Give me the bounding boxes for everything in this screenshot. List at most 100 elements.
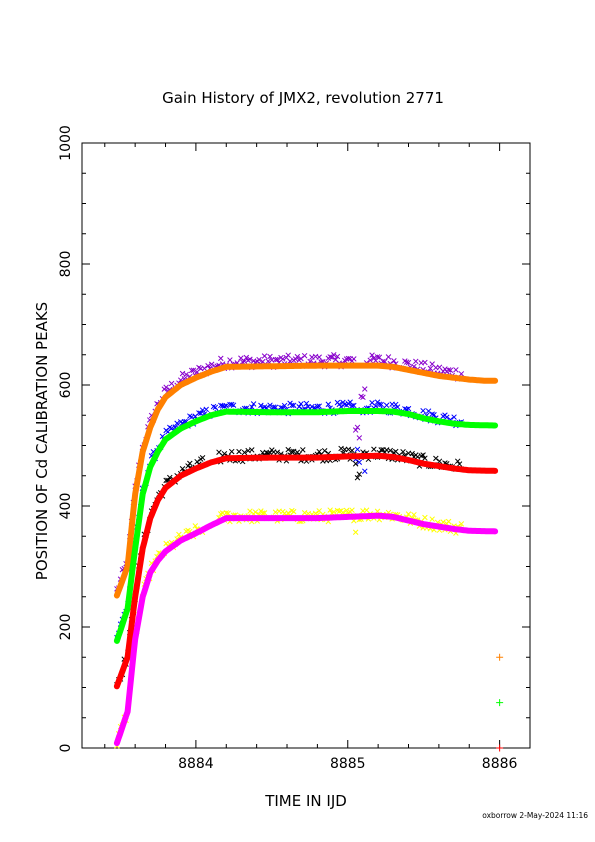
data-point [422, 359, 428, 366]
data-point [303, 400, 310, 407]
data-point [349, 507, 355, 513]
data-point [351, 402, 357, 409]
data-point [405, 405, 412, 412]
data-point [314, 403, 321, 410]
data-point [285, 352, 291, 358]
fitted-curve [113, 512, 499, 747]
data-point [371, 446, 377, 453]
x-tick-label: 8886 [482, 756, 518, 772]
data-point [440, 519, 446, 525]
outlier-point [496, 653, 504, 661]
y-tick-label: 200 [58, 614, 74, 641]
data-point [259, 510, 266, 516]
fitted-curve [113, 408, 499, 644]
data-point [385, 354, 392, 360]
data-point [352, 427, 359, 433]
data-point [225, 510, 231, 517]
data-point [199, 455, 206, 461]
data-point [205, 362, 211, 369]
data-point [436, 458, 443, 464]
data-point [378, 447, 384, 453]
data-point [272, 356, 279, 363]
data-point [345, 446, 352, 453]
axis-ticks [82, 142, 530, 749]
outlier-point [496, 744, 504, 752]
y-tick-label: 400 [58, 493, 74, 520]
data-point [163, 384, 169, 391]
data-point [445, 518, 452, 525]
fitted-curve [113, 362, 499, 599]
y-tick-label: 0 [58, 744, 74, 753]
outlier-markers [496, 653, 504, 752]
data-point [190, 367, 197, 373]
data-point [325, 401, 332, 408]
data-point [290, 508, 297, 515]
data-point [163, 477, 169, 484]
data-point [345, 355, 352, 362]
data-point [192, 523, 199, 529]
y-tick-labels: 0 200 400 600 800 1000 [58, 125, 74, 752]
data-point [223, 403, 230, 409]
data-point [387, 447, 394, 454]
data-point [456, 461, 463, 467]
data-point [367, 357, 373, 364]
data-point [223, 510, 230, 516]
data-point [354, 446, 361, 453]
data-point [228, 448, 235, 455]
data-point [294, 353, 301, 360]
y-tick-label: 1000 [58, 125, 74, 161]
data-point [316, 403, 322, 409]
data-point [334, 353, 341, 360]
data-point [249, 447, 255, 453]
data-point [272, 404, 279, 411]
data-point [362, 468, 368, 474]
y-tick-label: 600 [58, 372, 74, 399]
data-point [187, 460, 193, 467]
data-point [331, 509, 337, 515]
data-point [321, 448, 328, 454]
data-point [356, 435, 363, 441]
data-point [392, 401, 399, 408]
data-point [290, 402, 297, 409]
data-point [356, 471, 363, 477]
data-point [458, 521, 465, 527]
data-point [409, 450, 415, 457]
data-point [280, 356, 286, 362]
data-point [354, 424, 361, 431]
data-point [403, 359, 410, 365]
data-point [349, 403, 355, 409]
data-point [349, 447, 355, 454]
data-point [383, 402, 390, 409]
data-point [316, 448, 322, 455]
data-point [167, 474, 173, 481]
data-point [201, 365, 208, 372]
data-point [356, 459, 363, 466]
data-point [394, 404, 401, 410]
data-point [236, 448, 242, 455]
plot-frame [81, 142, 531, 749]
data-point [422, 455, 428, 461]
data-point [351, 356, 357, 362]
data-point [218, 355, 224, 362]
data-point [451, 414, 457, 420]
data-point [352, 461, 359, 467]
data-point [241, 449, 248, 456]
data-point [168, 380, 175, 387]
data-point [300, 447, 306, 453]
data-point [272, 509, 279, 515]
data-point [391, 358, 397, 364]
data-point [400, 449, 406, 455]
data-point [247, 356, 253, 363]
data-point [176, 531, 182, 538]
data-point [298, 401, 304, 407]
data-point [247, 508, 253, 514]
data-point [203, 406, 209, 413]
data-point [362, 386, 368, 392]
data-point [413, 358, 419, 365]
data-point [285, 510, 291, 516]
data-point [196, 410, 202, 416]
data-point [221, 403, 228, 410]
data-point [274, 356, 281, 363]
data-point [331, 352, 337, 358]
